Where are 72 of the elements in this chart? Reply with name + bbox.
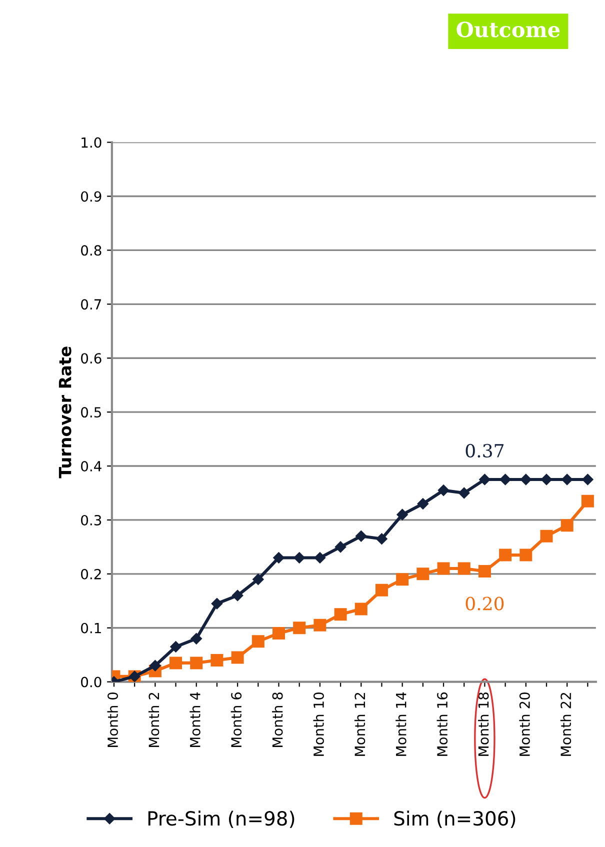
annotation: 0.20 bbox=[466, 596, 504, 610]
point bbox=[582, 474, 594, 486]
point bbox=[396, 573, 409, 586]
x-tick-label: Month 0 bbox=[107, 692, 118, 747]
y-tick-label: 0.7 bbox=[81, 299, 102, 310]
point bbox=[211, 598, 223, 610]
point bbox=[190, 656, 203, 670]
x-tick-label: Month 16 bbox=[436, 692, 448, 756]
legend-label: Sim (n=306) bbox=[394, 810, 516, 828]
point bbox=[581, 494, 594, 508]
x-tick-label: Month 12 bbox=[354, 692, 366, 756]
point bbox=[540, 530, 553, 542]
x-tick-label: Month 4 bbox=[190, 692, 200, 747]
point bbox=[170, 641, 182, 652]
x-tick-label: Month 22 bbox=[560, 692, 572, 756]
point bbox=[252, 574, 264, 585]
y-tick-label: 0.1 bbox=[81, 622, 101, 634]
x-tick-label: Month 2 bbox=[148, 692, 160, 747]
point bbox=[500, 474, 511, 486]
point bbox=[561, 474, 573, 486]
y-tick-label: 0.9 bbox=[81, 191, 102, 202]
point bbox=[458, 487, 470, 499]
annotation: 0.37 bbox=[466, 444, 504, 458]
point bbox=[417, 498, 429, 510]
point bbox=[232, 590, 244, 602]
point bbox=[294, 552, 305, 564]
point bbox=[354, 602, 368, 616]
x-tick-label: Month 18 bbox=[478, 692, 489, 756]
y-tick-label: 1.0 bbox=[82, 137, 102, 148]
point bbox=[375, 584, 388, 596]
point bbox=[520, 474, 532, 486]
point bbox=[170, 656, 182, 670]
point bbox=[396, 508, 408, 520]
point bbox=[231, 651, 244, 664]
point bbox=[416, 568, 430, 580]
chart-title: Outcome bbox=[456, 22, 560, 38]
x-tick-label: Month 6 bbox=[230, 692, 242, 747]
point bbox=[478, 564, 491, 578]
point bbox=[252, 635, 264, 648]
point bbox=[376, 533, 388, 544]
point bbox=[190, 633, 202, 644]
legend-label: Pre-Sim (n=98) bbox=[148, 810, 294, 828]
y-tick-label: 0.0 bbox=[81, 676, 102, 688]
point bbox=[272, 627, 285, 640]
x-tick-label: Month 8 bbox=[272, 692, 283, 747]
y-tick-label: 0.2 bbox=[81, 568, 101, 580]
y-tick-label: 0.8 bbox=[81, 245, 102, 256]
y-tick-label: 0.4 bbox=[81, 460, 102, 472]
point bbox=[334, 608, 347, 621]
point bbox=[560, 519, 574, 532]
y-tick-label: 0.3 bbox=[81, 514, 102, 526]
point bbox=[210, 654, 224, 667]
x-tick-label: Month 20 bbox=[519, 692, 530, 756]
y-tick-label: 0.5 bbox=[81, 407, 101, 418]
point bbox=[437, 562, 450, 575]
point bbox=[293, 622, 306, 634]
point bbox=[499, 548, 512, 562]
point bbox=[540, 474, 552, 486]
point bbox=[356, 530, 367, 542]
point bbox=[520, 548, 532, 562]
point bbox=[334, 541, 346, 553]
point bbox=[314, 552, 326, 564]
y-tick-label: 0.6 bbox=[81, 353, 102, 364]
y-axis-title: Turnover Rate bbox=[58, 346, 72, 478]
point bbox=[314, 618, 326, 632]
point bbox=[150, 660, 161, 672]
x-tick-label: Month 10 bbox=[313, 692, 324, 756]
point bbox=[479, 474, 490, 486]
x-tick-label: Month 14 bbox=[396, 692, 406, 756]
point bbox=[438, 484, 450, 496]
point bbox=[458, 562, 470, 575]
point bbox=[273, 552, 284, 564]
